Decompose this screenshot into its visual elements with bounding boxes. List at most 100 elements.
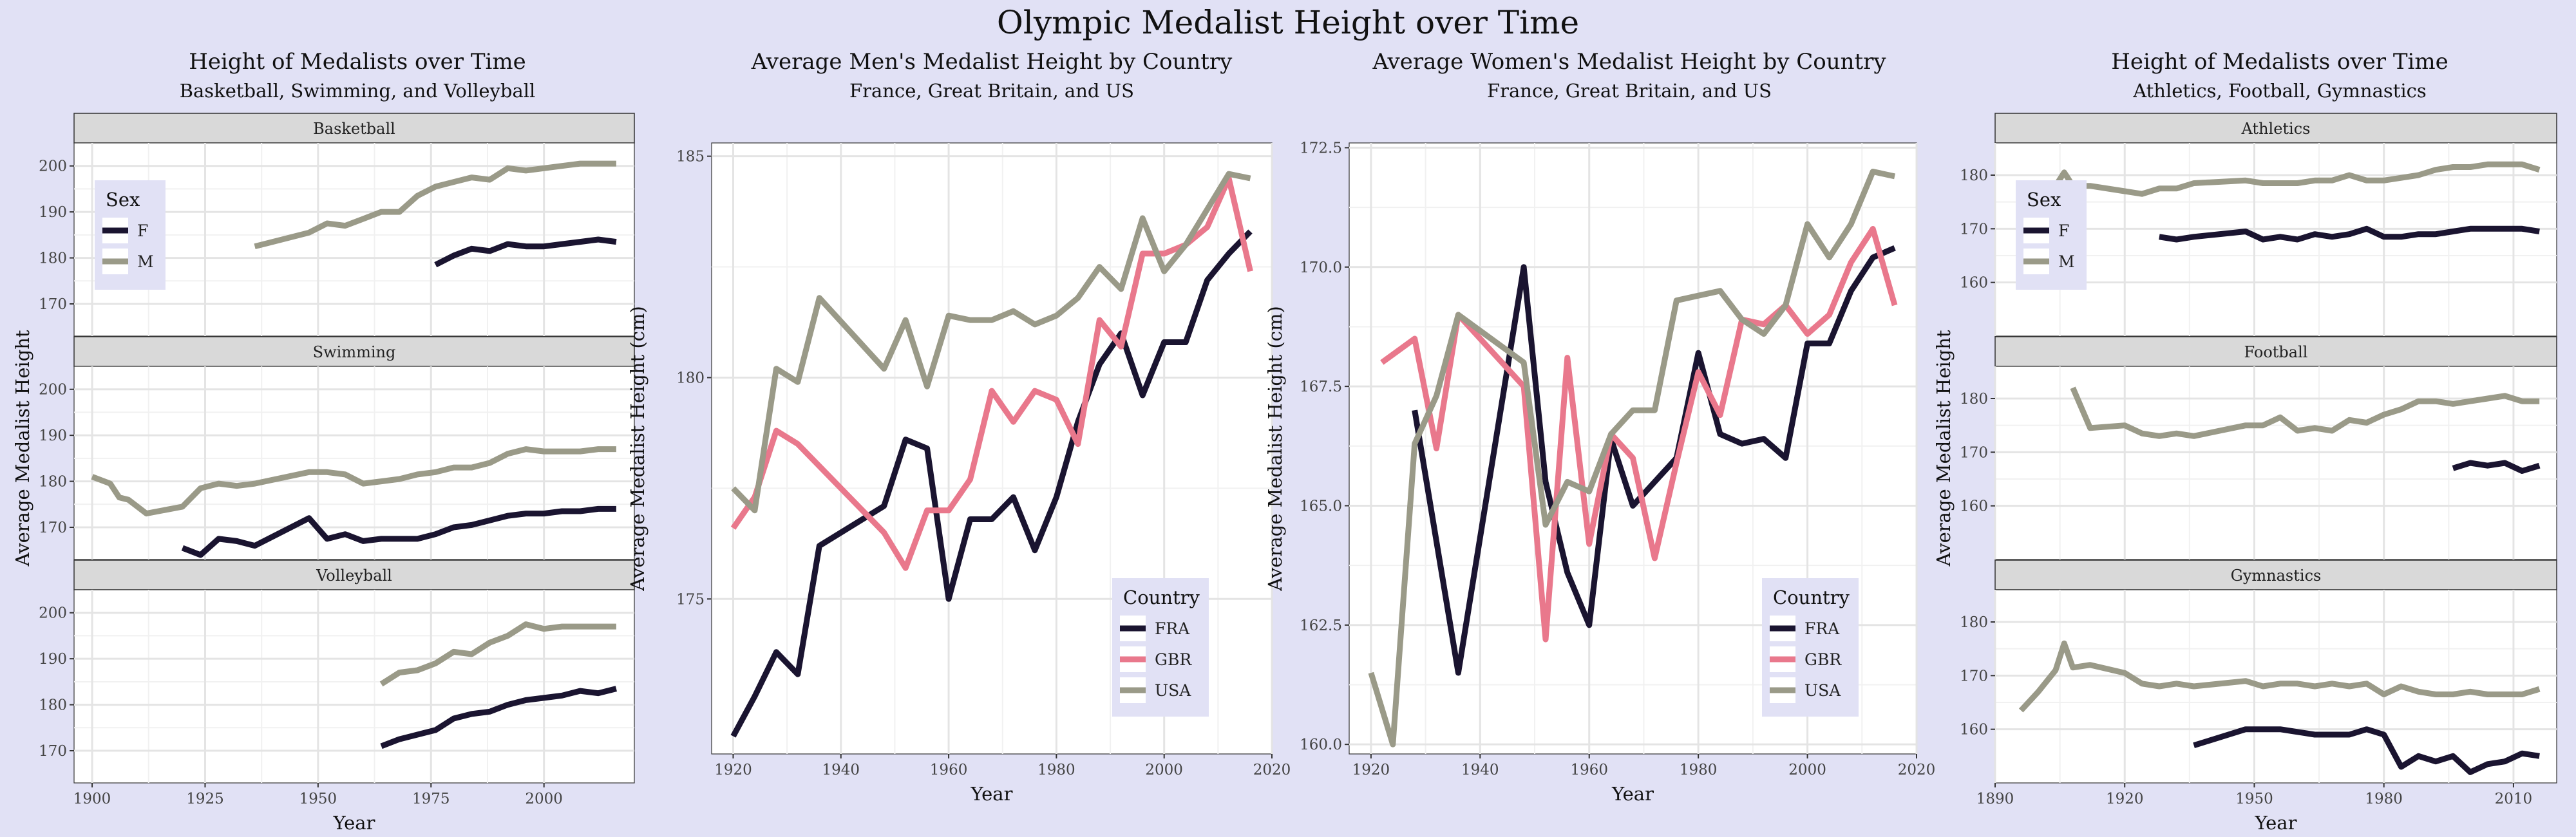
chart-3-subtitle: France, Great Britain, and US xyxy=(1487,80,1772,102)
chart-1-swimming-series-f xyxy=(181,505,616,558)
chart-2-legend-title: Country xyxy=(1123,587,1200,608)
chart-1-volleyball-y-tick-label: 180 xyxy=(39,697,67,714)
chart-4-legend-title: Sex xyxy=(2027,189,2061,211)
chart-3-y-axis-label: Average Medalist Height (cm) xyxy=(1264,306,1286,592)
chart-4-x-axis-label: Year xyxy=(2255,812,2297,834)
chart-2-legend-label-usa: USA xyxy=(1155,681,1191,700)
chart-2-x-tick-label: 1960 xyxy=(930,762,968,778)
chart-4-football-y-tick-label: 160 xyxy=(1960,498,1988,515)
chart-2-y-tick-label: 175 xyxy=(676,591,705,608)
chart-1-volleyball-x-tick-label: 2000 xyxy=(525,791,563,807)
chart-1-volleyball-y-tick-label: 170 xyxy=(39,743,67,760)
chart-1-facet-label: Swimming xyxy=(313,343,396,361)
chart-2-x-tick-label: 1920 xyxy=(714,762,752,778)
chart-2-subtitle: France, Great Britain, and US xyxy=(849,80,1134,102)
chart-1-swimming-plot-area xyxy=(73,366,635,560)
chart-1-x-axis-label: Year xyxy=(333,812,375,834)
chart-1-subtitle: Basketball, Swimming, and Volleyball xyxy=(179,80,536,102)
chart-4-football-series-f xyxy=(2452,460,2541,474)
chart-1-volleyball-x-tick-label: 1900 xyxy=(73,791,111,807)
chart-3-legend-label-usa: USA xyxy=(1804,681,1841,700)
chart-2-x-tick-label: 1940 xyxy=(822,762,860,778)
chart-3-y-tick-label: 165.0 xyxy=(1300,498,1342,514)
chart-1-facet-strip xyxy=(73,336,635,367)
chart-4-athletics-y-tick-label: 160 xyxy=(1960,275,1988,292)
chart-2-y-axis-label: Average Medalist Height (cm) xyxy=(627,306,649,592)
chart-1-y-axis-label: Average Medalist Height xyxy=(12,330,33,567)
chart-1-volleyball-series-f xyxy=(380,686,618,749)
chart-1-volleyball-series-m xyxy=(379,621,616,687)
chart-4-title: Height of Medalists over Time xyxy=(2111,49,2448,75)
chart-4-subtitle: Athletics, Football, Gymnastics xyxy=(2133,80,2427,102)
chart-4-facet-label: Athletics xyxy=(2241,120,2311,138)
chart-2-title: Average Men's Medalist Height by Country xyxy=(751,49,1233,75)
chart-2-series-fra xyxy=(730,229,1253,738)
chart-1-title: Height of Medalists over Time xyxy=(189,49,526,75)
chart-3-x-tick-label: 1980 xyxy=(1680,762,1718,778)
chart-3-x-tick-label: 1960 xyxy=(1570,762,1608,778)
chart-4-athletics-y-tick-label: 180 xyxy=(1960,167,1988,184)
chart-3-legend-title: Country xyxy=(1773,587,1850,608)
chart-4-gymnastics-x-tick-label: 1920 xyxy=(2106,791,2144,807)
chart-1-legend-label-m: M xyxy=(137,252,154,271)
chart-4-facet-label: Football xyxy=(2244,343,2308,361)
chart-4-gymnastics-y-tick-label: 160 xyxy=(1960,722,1988,738)
chart-2-series-gbr xyxy=(730,175,1253,571)
chart-2-x-axis-label: Year xyxy=(971,783,1013,805)
chart-3-x-axis-label: Year xyxy=(1611,783,1654,805)
chart-1-basketball-series-m xyxy=(254,160,616,250)
chart-2-y-tick-label: 185 xyxy=(676,149,705,165)
chart-3-y-tick-label: 162.5 xyxy=(1300,617,1342,634)
chart-1-volleyball-y-tick-label: 190 xyxy=(39,651,67,668)
chart-4-legend-label-f: F xyxy=(2058,221,2069,240)
chart-1-legend-label-f: F xyxy=(137,221,148,240)
chart-3-y-tick-label: 170.0 xyxy=(1300,259,1342,276)
chart-1-facet-label: Volleyball xyxy=(316,567,392,585)
chart-1-volleyball-y-tick-label: 200 xyxy=(39,605,67,622)
page-title: Olympic Medalist Height over Time xyxy=(996,4,1580,41)
chart-1-swimming-y-tick-label: 180 xyxy=(39,474,67,491)
chart-1-swimming-series-m xyxy=(91,446,616,517)
chart-4-football-y-tick-label: 170 xyxy=(1960,444,1988,461)
chart-2-legend-label-fra: FRA xyxy=(1155,619,1190,638)
chart-3-legend-label-gbr: GBR xyxy=(1804,650,1842,669)
chart-3-title: Average Women's Medalist Height by Count… xyxy=(1372,49,1886,75)
chart-4-football-series-m xyxy=(2070,386,2540,439)
chart-1-volleyball-plot-area xyxy=(73,589,635,784)
chart-4-football-y-tick-label: 180 xyxy=(1960,391,1988,408)
chart-4-gymnastics-x-tick-label: 1980 xyxy=(2365,791,2403,807)
chart-3-series-gbr xyxy=(1380,226,1898,643)
chart-4-gymnastics-y-tick-label: 170 xyxy=(1960,668,1988,684)
chart-4-y-axis-label: Average Medalist Height xyxy=(1933,330,1955,567)
chart-1-volleyball-x-tick-label: 1975 xyxy=(412,791,450,807)
chart-3-series-usa xyxy=(1368,169,1896,748)
chart-1-basketball-y-tick-label: 180 xyxy=(39,250,67,267)
chart-1-swimming-y-tick-label: 200 xyxy=(39,382,67,399)
chart-1-swimming-y-tick-label: 170 xyxy=(39,520,67,536)
chart-3-y-tick-label: 172.5 xyxy=(1300,140,1342,156)
chart-1-volleyball-x-tick-label: 1950 xyxy=(299,791,337,807)
chart-4-athletics-series-f xyxy=(2159,225,2540,243)
chart-2-y-tick-label: 180 xyxy=(676,370,705,386)
chart-4-legend-label-m: M xyxy=(2058,252,2075,271)
chart-1-legend-title: Sex xyxy=(106,189,140,211)
chart-2-x-tick-label: 2020 xyxy=(1253,762,1291,778)
chart-4-gymnastics-series-f xyxy=(2193,726,2540,775)
chart-4-gymnastics-x-tick-label: 2010 xyxy=(2495,791,2533,807)
chart-3-x-tick-label: 1920 xyxy=(1352,762,1390,778)
chart-1-basketball-y-tick-label: 190 xyxy=(39,204,67,221)
chart-3-y-tick-label: 160.0 xyxy=(1300,737,1342,753)
chart-4-facet-strip xyxy=(1994,336,2557,367)
chart-3-y-tick-label: 167.5 xyxy=(1300,379,1342,395)
chart-2-legend-label-gbr: GBR xyxy=(1155,650,1192,669)
chart-3-x-tick-label: 1940 xyxy=(1461,762,1499,778)
chart-4-athletics-y-tick-label: 170 xyxy=(1960,221,1988,238)
chart-1-basketball-y-tick-label: 200 xyxy=(39,158,67,175)
chart-1-facet-label: Basketball xyxy=(313,120,395,138)
chart-2-x-tick-label: 2000 xyxy=(1145,762,1183,778)
chart-3-x-tick-label: 2020 xyxy=(1898,762,1936,778)
chart-2-x-tick-label: 1980 xyxy=(1037,762,1075,778)
chart-1-swimming-y-tick-label: 190 xyxy=(39,428,67,444)
chart-1-volleyball-x-tick-label: 1925 xyxy=(186,791,224,807)
